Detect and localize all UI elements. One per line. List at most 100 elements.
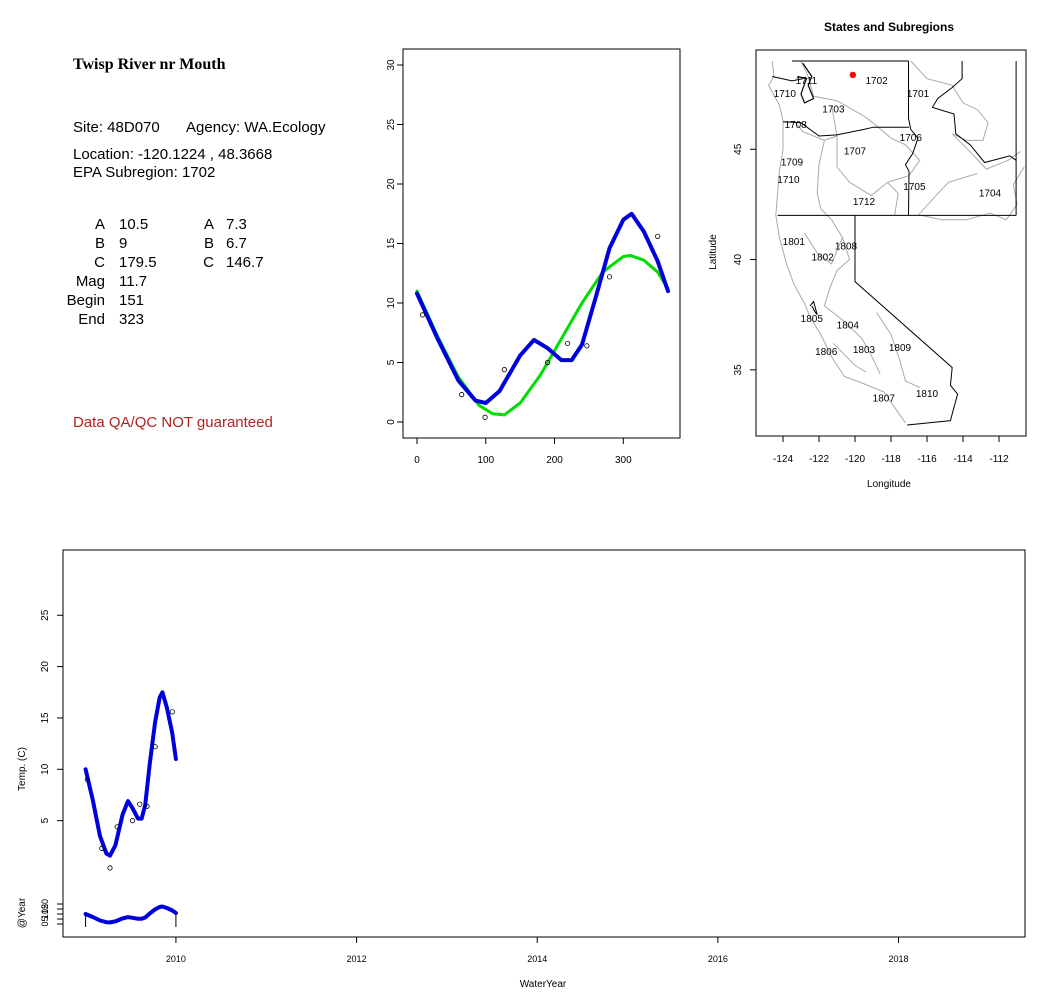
- subregion-boundary: [833, 343, 867, 373]
- ts-data-point: [152, 744, 158, 750]
- subregion-boundary: [910, 60, 989, 141]
- param-left-label: End: [78, 311, 105, 328]
- y-tick-label: 20: [386, 178, 397, 190]
- site-id: Site: 48D070: [73, 119, 160, 136]
- param-left-value: 11.7: [119, 273, 148, 290]
- site-title: Twisp River nr Mouth: [73, 56, 226, 73]
- param-left-label: Begin: [66, 292, 105, 309]
- sf-bay: [809, 300, 818, 316]
- fit-lines: [415, 211, 670, 417]
- ts-y-tick-label: 25: [40, 609, 51, 621]
- subregion-label: 1806: [815, 347, 838, 358]
- param-left-value: 9: [119, 235, 128, 252]
- subregion-boundary: [800, 60, 874, 124]
- subregion-label: 1804: [837, 321, 860, 332]
- param-right-label: B: [203, 235, 214, 252]
- subregion-boundary: [793, 105, 838, 141]
- ts-data-point: [107, 865, 113, 871]
- year-fit-line: [83, 904, 178, 925]
- map-y-tick-label: 35: [733, 364, 744, 376]
- subregion-label: 1702: [865, 76, 888, 87]
- x-tick-label: 300: [615, 455, 632, 466]
- agency: Agency: WA.Ecology: [186, 119, 326, 136]
- ts-y-tick-label: 20: [40, 661, 51, 673]
- ts-frame: [62, 549, 1026, 938]
- map-x-tick-label: -118: [881, 454, 901, 465]
- state-line-id-mt: [931, 61, 1017, 164]
- subregion-label: 1707: [844, 146, 867, 157]
- data-point: [606, 274, 613, 280]
- data-point: [545, 359, 551, 366]
- subregion-label: 1711: [796, 76, 818, 87]
- ts-ylabel: Temp. (C): [17, 747, 28, 791]
- subregion-label: 1705: [903, 182, 926, 193]
- param-right-value: 146.7: [226, 254, 264, 271]
- ts-data-point: [144, 803, 150, 809]
- param-left-label: A: [94, 216, 105, 233]
- subregion-label: 1809: [889, 343, 912, 354]
- ts-x-tick-label: 2018: [889, 954, 909, 964]
- subregion-label: 1704: [979, 188, 1002, 199]
- param-right-value: 6.7: [226, 235, 247, 252]
- param-left-label: B: [94, 235, 105, 252]
- map-axes: -124 -122 -120 -118 -116 -114 -112 35 40 45: [733, 143, 1009, 465]
- data-point: [419, 312, 426, 318]
- seasonal-chart: 0 100 200 300 0 5 10 15 20 25 30: [386, 48, 681, 466]
- subregion-boundary: [816, 140, 825, 209]
- param-left-value: 323: [119, 311, 145, 328]
- ts-data-point: [169, 709, 175, 715]
- subregion-label: 1807: [873, 394, 896, 405]
- subregion-boundary: [820, 208, 851, 307]
- state-line-ca-nv: [854, 215, 959, 426]
- plot-frame: [402, 48, 681, 439]
- x-tick-label: 0: [414, 455, 420, 466]
- map-xlabel: Longitude: [867, 479, 911, 490]
- ts-data-point: [137, 801, 143, 807]
- ts-data-point: [114, 824, 120, 830]
- map-title: States and Subregions: [824, 20, 954, 34]
- subregion-label: 1805: [801, 314, 824, 325]
- param-left-value: 10.5: [119, 216, 149, 233]
- ts-points: [84, 709, 175, 871]
- y-tick-label: 5: [386, 359, 397, 365]
- axes: 0 100 200 300 0 5 10 15 20 25 30: [386, 59, 632, 466]
- subregion-label: 1706: [900, 133, 923, 144]
- epa-subregion: EPA Subregion: 1702: [73, 164, 216, 181]
- ts-lines: [83, 690, 178, 927]
- subregion-boundary: [876, 312, 921, 388]
- y-tick-label: 25: [386, 119, 397, 131]
- ts-y-tick-label: 15: [40, 712, 51, 724]
- param-right-label: A: [203, 216, 214, 233]
- ts-y2-tick-label: 5: [40, 916, 50, 921]
- state-line-wa-id-or: [904, 61, 919, 216]
- location: Location: -120.1224 , 48.3668: [73, 146, 273, 163]
- data-point: [482, 414, 488, 420]
- subregion-label: 1703: [822, 105, 845, 116]
- map-outlines: [768, 60, 1027, 426]
- ts-x-tick-label: 2016: [708, 954, 728, 964]
- x-tick-label: 200: [546, 455, 563, 466]
- y-tick-label: 10: [386, 297, 397, 309]
- data-point: [584, 343, 590, 349]
- state-line-wa-or: [782, 121, 909, 137]
- blue-fit-line: [415, 211, 670, 405]
- subregion-label: 1701: [907, 89, 930, 100]
- map-x-tick-label: -122: [809, 454, 829, 465]
- ts-y2-tick-label: 15: [40, 904, 50, 914]
- puget-sound: [797, 62, 815, 104]
- subregion-label: 1708: [784, 120, 807, 131]
- subregion-labels: 1702 1701 1711 1710 1703 1708 1706 1707 1709 1710…: [774, 76, 1002, 405]
- subregion-boundary: [824, 305, 881, 375]
- param-left-label: C: [94, 254, 105, 271]
- param-right-value: 7.3: [226, 216, 247, 233]
- data-point: [501, 367, 507, 373]
- ts-data-point: [84, 776, 90, 783]
- subregion-label: 1709: [781, 157, 804, 168]
- subregion-boundary: [921, 166, 1025, 221]
- y-tick-label: 15: [386, 238, 397, 250]
- data-point: [655, 233, 661, 239]
- map-x-tick-label: -116: [917, 454, 937, 465]
- ts-xlabel: WaterYear: [520, 979, 567, 990]
- subregion-label: 1712: [853, 197, 876, 208]
